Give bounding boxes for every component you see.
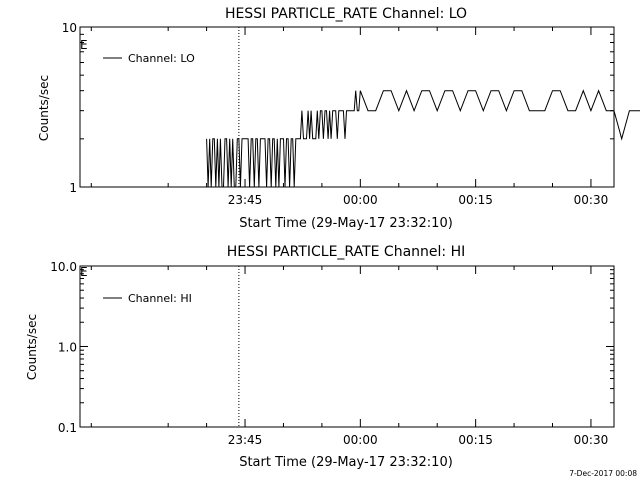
y-axis-label: Counts/sec	[25, 314, 39, 380]
legend-entry: Channel: LO	[128, 52, 195, 65]
x-axis-label: Start Time (29-May-17 23:32:10)	[239, 455, 453, 470]
y-axis-label: Counts/sec	[37, 75, 51, 141]
x-tick-label: 23:45	[228, 193, 263, 207]
x-tick-label: 00:15	[458, 193, 493, 207]
x-tick-label: 00:30	[574, 193, 609, 207]
plot-frame	[79, 265, 615, 428]
series-line	[206, 89, 640, 188]
chart-panel-hi: HESSI PARTICLE_RATE Channel: HI Counts/s…	[25, 244, 615, 470]
x-tick-label: 00:00	[343, 433, 378, 447]
y-tick-label: 0.1	[58, 421, 77, 435]
footer-timestamp: 7-Dec-2017 00:08	[569, 469, 637, 478]
plot-frame	[79, 26, 615, 188]
marker-lines: E	[238, 27, 240, 187]
y-tick-label: 1	[69, 181, 77, 195]
series-layer	[206, 89, 640, 188]
x-tick-label: 00:00	[343, 193, 378, 207]
edge-label: E	[80, 38, 88, 52]
marker-lines: E	[238, 266, 240, 427]
y-tick-label: 1.0	[58, 341, 77, 355]
x-tick-label: 23:45	[228, 433, 263, 447]
chart-title: HESSI PARTICLE_RATE Channel: HI	[227, 244, 465, 260]
legend-entry: Channel: HI	[128, 292, 192, 305]
chart-title: HESSI PARTICLE_RATE Channel: LO	[225, 6, 467, 22]
edge-label: E	[80, 265, 88, 279]
chart-panel-lo: HESSI PARTICLE_RATE Channel: LO Counts/s…	[37, 6, 640, 231]
x-tick-label: 00:15	[458, 433, 493, 447]
y-tick-label: 10	[62, 21, 77, 35]
y-tick-label: 10.0	[50, 260, 77, 274]
x-axis-label: Start Time (29-May-17 23:32:10)	[239, 216, 453, 231]
x-tick-label: 00:30	[574, 433, 609, 447]
